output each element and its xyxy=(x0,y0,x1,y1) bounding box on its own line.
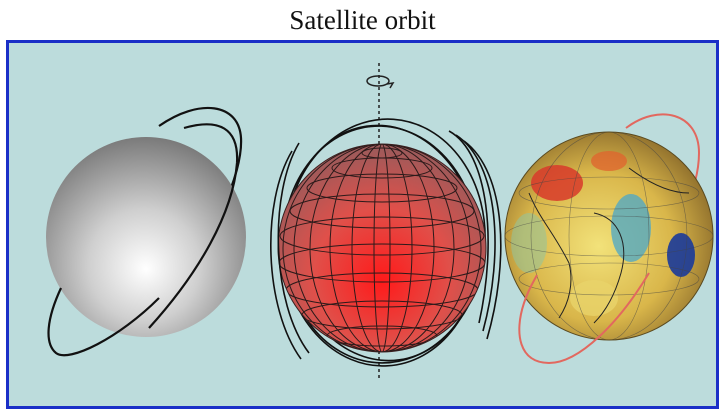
orbit-front-path xyxy=(47,287,160,357)
figure-title: Satellite orbit xyxy=(289,5,436,35)
geoid-globe-figure xyxy=(504,113,714,365)
precessing-orbits-front xyxy=(270,130,502,360)
red-sphere xyxy=(278,144,486,352)
grey-sphere xyxy=(46,137,246,337)
illustration-panel xyxy=(6,40,719,409)
orbit-front-path-2 xyxy=(148,123,239,329)
orbit-illustrations xyxy=(46,63,714,378)
gridded-sphere-figure xyxy=(270,63,502,378)
geoid-anomaly-patches xyxy=(511,151,695,324)
rotation-arrow-icon xyxy=(366,75,395,89)
red-orbit-front xyxy=(518,272,650,365)
plain-sphere-figure xyxy=(46,106,246,357)
globe-grid xyxy=(505,132,713,340)
